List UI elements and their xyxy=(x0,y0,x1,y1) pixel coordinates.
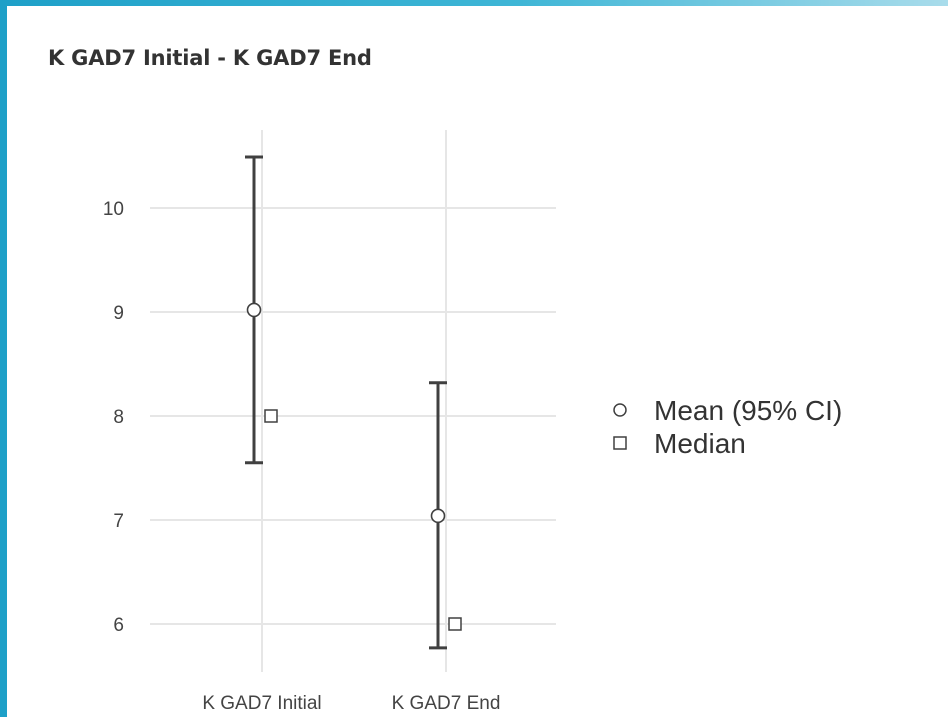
y-tick-label: 7 xyxy=(113,511,124,532)
legend-median-marker xyxy=(613,436,627,450)
legend-mean-label: Mean (95% CI) xyxy=(654,395,842,426)
chart-marks xyxy=(245,155,462,650)
panel-top-accent xyxy=(0,0,948,6)
panel-left-accent xyxy=(0,0,7,717)
mean-point xyxy=(430,508,446,524)
y-tick-labels: 6 7 8 9 10 xyxy=(103,199,124,636)
median-point xyxy=(448,617,462,631)
legend-mean-marker xyxy=(613,403,627,417)
legend: Mean (95% CI)Median xyxy=(613,395,842,459)
y-tick-label: 10 xyxy=(103,199,124,220)
y-tick-label: 6 xyxy=(113,615,124,636)
x-tick-labels: K GAD7 Initial K GAD7 End xyxy=(202,693,500,714)
y-tick-label: 8 xyxy=(113,407,124,428)
median-point xyxy=(264,409,278,423)
chart-title: K GAD7 Initial - K GAD7 End xyxy=(48,46,372,70)
grid-layer xyxy=(150,130,556,672)
x-tick-label: K GAD7 Initial xyxy=(202,693,321,714)
legend-median-label: Median xyxy=(654,428,746,459)
y-tick-label: 9 xyxy=(113,303,124,324)
mean-point xyxy=(246,302,262,318)
x-tick-label: K GAD7 End xyxy=(392,693,501,714)
